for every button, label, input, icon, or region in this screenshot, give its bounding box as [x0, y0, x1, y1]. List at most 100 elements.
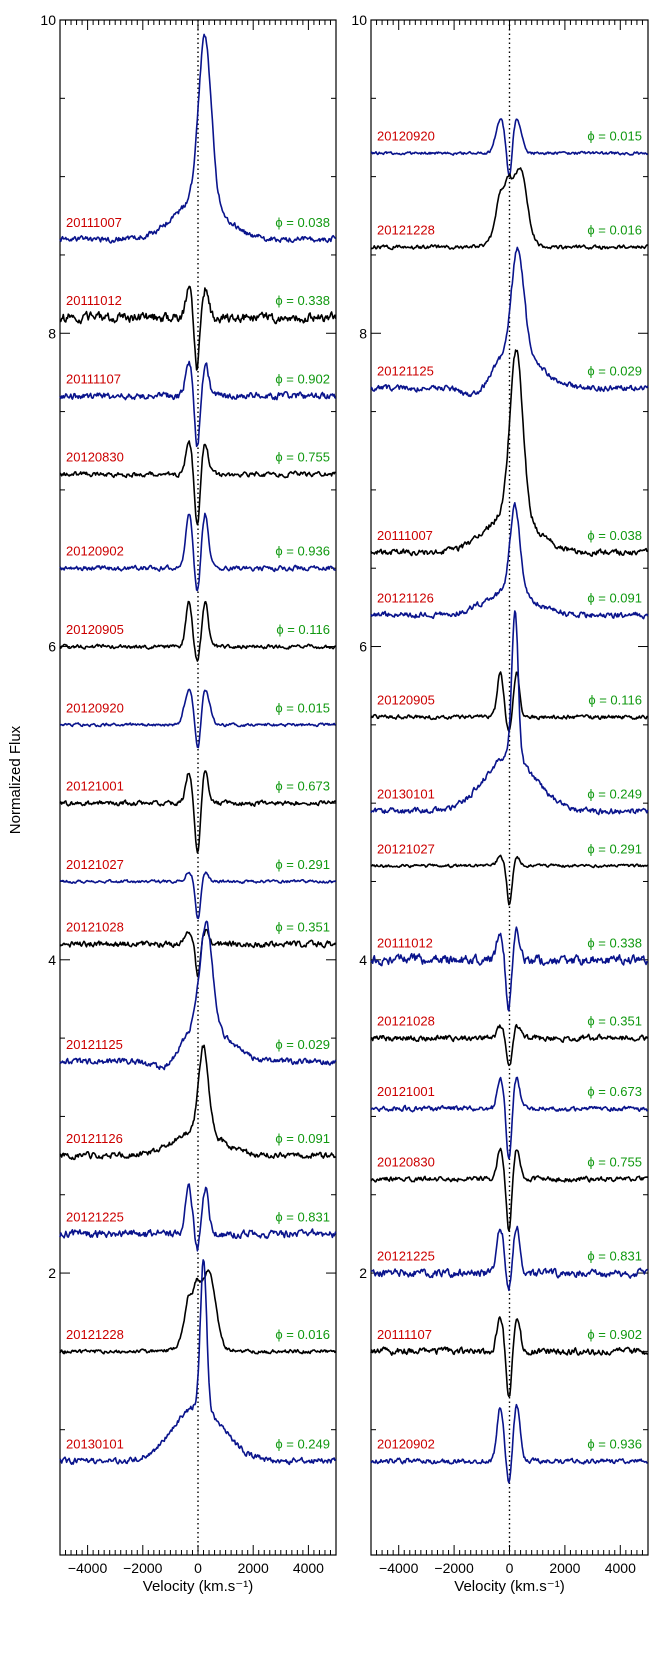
date-label: 20111007 — [66, 215, 122, 230]
spectrum-line-20121126 — [370, 501, 649, 620]
y-tick-label: 4 — [359, 952, 367, 968]
phase-label: ϕ = 0.673 — [275, 779, 330, 794]
spectrum-line-20120905 — [59, 600, 336, 662]
spectrum-line-20121027 — [59, 871, 337, 920]
y-tick-label: 10 — [40, 12, 56, 28]
left-panel: −4000 −2000 0 2000 4000 2 4 6 8 10 Velocity (km.s⁻… — [40, 12, 337, 1595]
x-tick-label: 2000 — [549, 1560, 580, 1576]
spectrum-line-20121225 — [370, 1225, 648, 1292]
spectrum-line-20111007 — [59, 33, 337, 244]
date-label: 20111012 — [66, 293, 122, 308]
phase-label: ϕ = 0.038 — [275, 215, 330, 230]
phase-label: ϕ = 0.249 — [587, 786, 642, 801]
spectrum-line-20121027 — [370, 854, 649, 906]
spectrum-line-20121001 — [370, 1076, 649, 1160]
spectrum-line-20121028 — [59, 928, 337, 978]
date-label: 20111107 — [66, 371, 121, 386]
x-axis-label: Velocity (km.s⁻¹) — [143, 1578, 253, 1595]
x-tick-label: −4000 — [68, 1560, 108, 1576]
date-label: 20120830 — [377, 1155, 435, 1170]
date-label: 20121001 — [66, 779, 124, 794]
date-label: 20121027 — [66, 857, 124, 872]
x-tick-label: 4000 — [605, 1560, 636, 1576]
spectrum-line-20111012 — [59, 285, 337, 371]
phase-label: ϕ = 0.291 — [587, 841, 642, 856]
phase-label: ϕ = 0.091 — [275, 1131, 330, 1146]
spectrum-line-20121001 — [59, 770, 337, 854]
phase-label: ϕ = 0.351 — [587, 1014, 642, 1029]
phase-label: ϕ = 0.091 — [587, 591, 642, 606]
spectrum-line-20121125 — [370, 246, 649, 398]
spectrum-line-20121228 — [59, 1269, 337, 1355]
phase-label: ϕ = 0.338 — [275, 293, 330, 308]
date-label: 20121028 — [377, 1014, 435, 1029]
y-tick-label: 10 — [351, 12, 367, 28]
date-label: 20121228 — [377, 223, 435, 238]
phase-label: ϕ = 0.755 — [587, 1155, 642, 1170]
spectrum-line-20120902 — [370, 1403, 648, 1484]
spectrum-line-20121126 — [59, 1044, 336, 1161]
spectrum-line-20111107 — [370, 1316, 649, 1398]
phase-label: ϕ = 0.351 — [275, 920, 330, 935]
date-label: 20111107 — [377, 1327, 432, 1342]
phase-label: ϕ = 0.116 — [588, 692, 642, 707]
x-tick-label: −4000 — [379, 1560, 419, 1576]
phase-label: ϕ = 0.016 — [275, 1327, 330, 1342]
phase-label: ϕ = 0.038 — [587, 528, 642, 543]
x-axis-label: Velocity (km.s⁻¹) — [454, 1578, 564, 1595]
phase-label: ϕ = 0.902 — [275, 371, 330, 386]
date-label: 20120902 — [66, 544, 124, 559]
y-tick-label: 2 — [48, 1265, 56, 1281]
date-label: 20120920 — [377, 129, 435, 144]
phase-label: ϕ = 0.015 — [587, 129, 642, 144]
spectrum-line-20121028 — [370, 1023, 649, 1067]
spectrum-line-20121228 — [370, 167, 648, 251]
y-axis-label: Normalized Flux — [7, 725, 24, 834]
x-tick-label: 0 — [194, 1560, 202, 1576]
right-panel: −4000 −2000 0 2000 4000 2 4 6 8 10 Velocity (km.s⁻… — [351, 12, 649, 1595]
y-tick-label: 2 — [359, 1265, 367, 1281]
phase-label: ϕ = 0.936 — [275, 544, 330, 559]
x-tick-label: −2000 — [434, 1560, 474, 1576]
spectrum-line-20120920 — [59, 688, 336, 749]
phase-label: ϕ = 0.755 — [275, 450, 330, 465]
phase-label: ϕ = 0.831 — [275, 1209, 330, 1224]
y-tick-label: 6 — [48, 639, 56, 655]
y-tick-label: 6 — [359, 639, 367, 655]
phase-label: ϕ = 0.029 — [275, 1037, 330, 1052]
date-label: 20121125 — [377, 364, 434, 379]
x-tick-label: 4000 — [293, 1560, 324, 1576]
date-label: 20121125 — [66, 1037, 123, 1052]
date-label: 20121225 — [66, 1209, 124, 1224]
date-label: 20111007 — [377, 528, 433, 543]
phase-label: ϕ = 0.831 — [587, 1249, 642, 1264]
phase-label: ϕ = 0.338 — [587, 935, 642, 950]
date-label: 20130101 — [377, 786, 435, 801]
phase-label: ϕ = 0.249 — [275, 1436, 330, 1451]
spectrum-line-20120902 — [59, 512, 336, 592]
phase-label: ϕ = 0.029 — [587, 364, 642, 379]
date-label: 20121027 — [377, 841, 435, 856]
phase-label: ϕ = 0.673 — [587, 1084, 642, 1099]
date-label: 20121028 — [66, 920, 124, 935]
phase-label: ϕ = 0.015 — [275, 700, 330, 715]
date-label: 20130101 — [66, 1436, 124, 1451]
date-label: 20111012 — [377, 935, 433, 950]
spectrum-line-20121125 — [59, 920, 337, 1071]
spectrum-line-20111007 — [370, 349, 648, 558]
x-tick-label: 0 — [506, 1560, 514, 1576]
date-label: 20120902 — [377, 1436, 435, 1451]
date-label: 20121126 — [66, 1131, 123, 1146]
y-tick-label: 4 — [48, 952, 56, 968]
date-label: 20120830 — [66, 450, 124, 465]
date-label: 20121228 — [66, 1327, 124, 1342]
spectrum-line-20111012 — [370, 926, 649, 1012]
x-tick-label: 2000 — [238, 1560, 269, 1576]
y-tick-label: 8 — [359, 325, 367, 341]
date-label: 20121001 — [377, 1084, 435, 1099]
x-tick-label: −2000 — [123, 1560, 163, 1576]
phase-label: ϕ = 0.936 — [587, 1436, 642, 1451]
spectrum-line-20120830 — [59, 440, 337, 526]
spectrum-line-20130101 — [59, 1259, 337, 1466]
